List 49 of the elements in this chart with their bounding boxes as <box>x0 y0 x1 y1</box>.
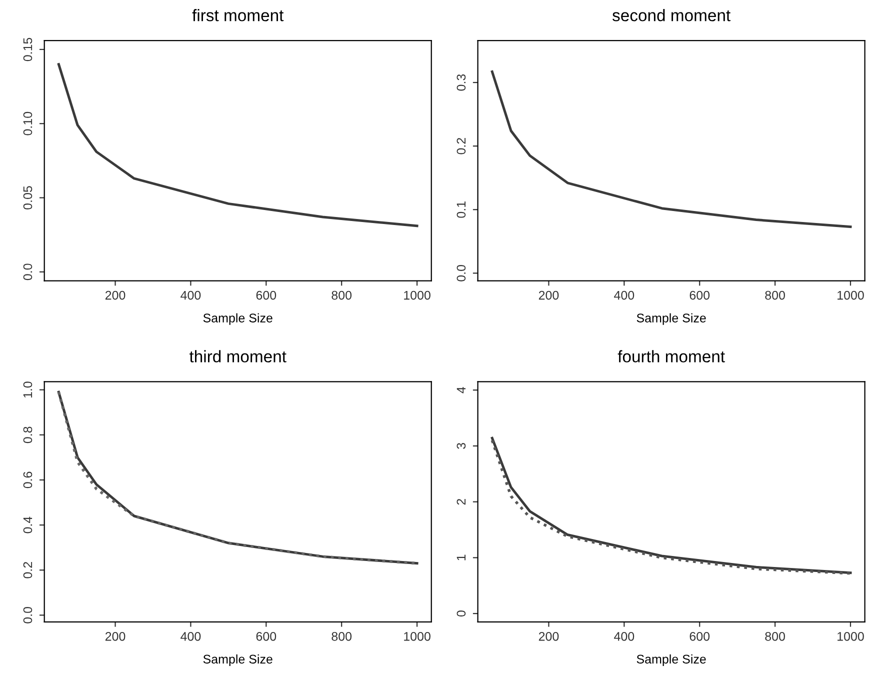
x-tick-label: 1000 <box>404 632 430 641</box>
y-tick-label: 3 <box>456 443 466 449</box>
x-tick-label: 200 <box>538 632 559 641</box>
x-tick-label: 600 <box>690 290 710 300</box>
y-tick-label: 0.8 <box>23 426 32 444</box>
x-tick-label: 1000 <box>838 290 864 300</box>
y-tick-label: 4 <box>456 386 466 394</box>
x-tick-label: 600 <box>256 632 276 641</box>
y-tick-label: 0.05 <box>23 186 32 210</box>
y-tick-label: 2 <box>456 498 466 505</box>
y-tick-label: 0.6 <box>23 472 32 488</box>
x-tick-label: 400 <box>614 290 634 300</box>
x-tick-label: 200 <box>105 632 126 641</box>
x-tick-label: 200 <box>538 290 559 300</box>
y-tick-label: 0.0 <box>456 264 466 282</box>
chart-title: fourth moment <box>618 350 725 362</box>
chart-title: third moment <box>189 350 286 362</box>
x-tick-label: 800 <box>765 290 785 300</box>
x-tick-label: 400 <box>180 290 201 300</box>
y-tick-label: 0.0 <box>23 606 32 624</box>
x-tick-label: 400 <box>180 632 201 641</box>
x-tick-label: 1000 <box>404 290 430 300</box>
line-series <box>57 63 418 228</box>
x-tick-label: 800 <box>332 290 352 300</box>
y-tick-label: 1.0 <box>23 382 32 398</box>
x-axis-title: Sample Size <box>203 654 272 666</box>
x-tick-label: 800 <box>765 632 785 641</box>
y-tick-label: 0.2 <box>456 138 466 154</box>
x-tick-label: 600 <box>690 632 710 641</box>
x-tick-label: 800 <box>332 632 352 641</box>
y-tick-label: 0.10 <box>23 112 32 136</box>
y-tick-label: 0.2 <box>23 562 32 578</box>
x-axis-title: Sample Size <box>203 313 272 325</box>
y-tick-label: 0.15 <box>23 38 32 62</box>
chart-title: first moment <box>192 9 284 22</box>
x-axis-title: Sample Size <box>636 654 706 666</box>
y-tick-label: 0.4 <box>23 516 32 534</box>
x-axis-title: Sample Size <box>636 313 706 325</box>
x-tick-label: 1000 <box>838 632 864 641</box>
x-tick-label: 400 <box>614 632 634 641</box>
y-tick-label: 0.3 <box>456 74 466 91</box>
x-tick-label: 600 <box>256 290 276 300</box>
y-tick-label: 1 <box>456 554 466 560</box>
y-tick-label: 0.1 <box>456 202 466 218</box>
line-series <box>490 70 852 228</box>
x-tick-label: 200 <box>105 290 126 300</box>
y-tick-label: 0.0 <box>23 264 32 280</box>
y-tick-label: 0 <box>456 610 466 617</box>
chart-title: second moment <box>612 9 730 22</box>
